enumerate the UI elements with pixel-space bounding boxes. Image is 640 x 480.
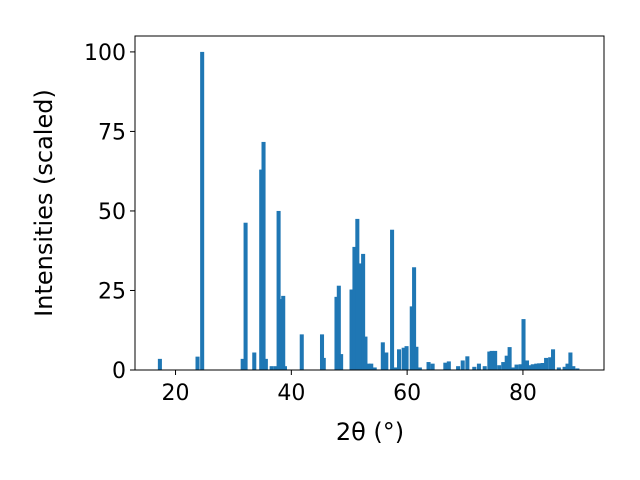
x-tick-label: 40 <box>277 381 305 406</box>
bar <box>426 362 431 370</box>
bar <box>565 363 570 370</box>
bar <box>493 350 498 370</box>
bar <box>446 361 451 370</box>
bar <box>530 364 535 370</box>
bar <box>501 362 506 370</box>
bar <box>261 141 266 370</box>
y-axis-label: Intensities (scaled) <box>30 89 58 317</box>
bar <box>319 334 325 370</box>
bar <box>476 363 481 370</box>
bar <box>352 246 357 370</box>
y-tick-label: 100 <box>84 41 126 66</box>
bar <box>363 336 368 370</box>
bar <box>276 210 281 370</box>
bar <box>366 363 371 370</box>
bar-series <box>157 51 580 371</box>
bar <box>336 285 341 370</box>
y-axis-ticks: 0 25 50 75 100 <box>84 41 135 384</box>
bar <box>521 319 526 370</box>
bar <box>527 365 532 370</box>
bar <box>361 253 366 370</box>
bar <box>568 352 573 370</box>
x-tick-label: 20 <box>162 381 190 406</box>
bar <box>157 358 162 370</box>
bar <box>401 347 406 370</box>
bar <box>571 366 576 370</box>
x-tick-label: 60 <box>393 381 421 406</box>
bar <box>369 363 374 370</box>
bar <box>489 350 494 370</box>
bar <box>409 306 414 370</box>
bar <box>518 364 523 370</box>
y-tick-label: 0 <box>112 359 126 384</box>
bar <box>357 263 362 370</box>
bar <box>404 346 409 370</box>
bar <box>390 229 395 370</box>
bar <box>412 267 417 370</box>
bar <box>200 51 205 371</box>
bar <box>524 360 530 370</box>
plot-area-background <box>135 36 604 370</box>
bar <box>392 367 397 370</box>
bar <box>380 342 385 370</box>
y-tick-label: 25 <box>98 279 126 304</box>
bar <box>511 367 516 370</box>
bar <box>443 362 448 370</box>
bar <box>355 218 360 370</box>
bar <box>487 351 492 370</box>
y-tick-label: 50 <box>98 200 126 225</box>
bar <box>259 169 264 370</box>
bar <box>243 222 248 370</box>
bar <box>414 346 419 370</box>
bar <box>548 357 553 370</box>
bar <box>551 349 556 370</box>
bar <box>321 357 326 370</box>
bar <box>299 334 304 370</box>
bar <box>417 367 422 370</box>
y-tick-label: 75 <box>98 120 126 145</box>
bar <box>575 368 580 370</box>
bar <box>195 356 200 370</box>
bar <box>372 367 377 370</box>
x-tick-label: 80 <box>509 381 537 406</box>
x-axis-ticks: 20 40 60 80 <box>162 370 537 406</box>
bar <box>269 366 274 370</box>
bar <box>472 366 477 370</box>
bar <box>562 366 567 370</box>
bar <box>263 358 268 370</box>
bar <box>273 366 278 370</box>
bar <box>497 365 502 370</box>
bar <box>504 355 509 370</box>
bar <box>540 363 545 370</box>
bar <box>252 352 257 370</box>
bar <box>456 366 461 370</box>
bar <box>282 366 287 370</box>
bar <box>465 356 470 370</box>
bar <box>544 357 549 370</box>
bar <box>556 367 561 370</box>
bar <box>339 354 344 370</box>
bar <box>349 289 354 370</box>
bar <box>507 347 512 370</box>
bar <box>460 360 465 370</box>
bar <box>281 295 286 370</box>
bar <box>482 366 487 370</box>
bar <box>430 363 435 370</box>
bar <box>384 352 389 370</box>
bar <box>514 364 519 370</box>
bar <box>537 363 542 370</box>
plot-area-frame <box>134 35 605 371</box>
bar <box>397 349 402 370</box>
bar <box>534 363 539 370</box>
bar <box>334 296 339 370</box>
x-axis-label: 2θ (°) <box>336 418 404 446</box>
bar <box>240 358 245 370</box>
